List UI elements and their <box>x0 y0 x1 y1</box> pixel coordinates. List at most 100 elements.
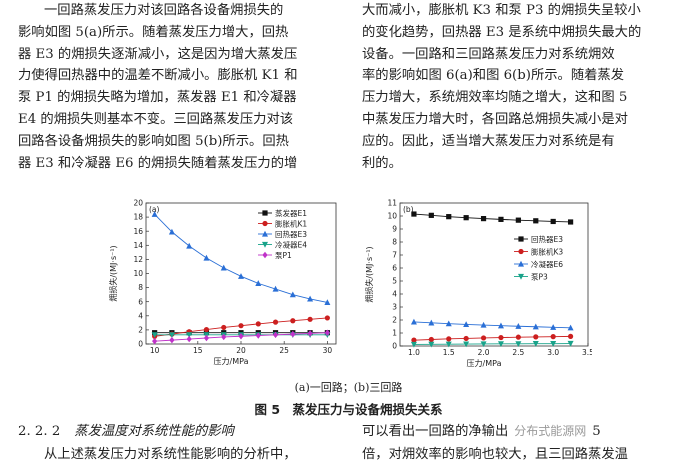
bottom-right-column: 可以看出一回路的净输出 分布式能源网 5 倍，对㶲效率的影响也较大，且三回路蒸发温 <box>362 420 692 466</box>
legend-label: 冷凝器E4 <box>275 239 307 249</box>
x-tick-label: 3.5 <box>582 348 592 357</box>
data-point <box>307 316 313 322</box>
legend-marker <box>262 210 268 216</box>
data-point <box>480 216 487 222</box>
data-point <box>168 228 175 235</box>
data-point <box>497 341 504 347</box>
y-tick-label: 8 <box>138 283 143 292</box>
y-tick-label: 4 <box>138 311 143 320</box>
data-point <box>290 330 296 338</box>
text-line: 大而减小，膨胀机 K3 和泵 P3 的㶲损失呈较小 <box>362 3 641 18</box>
series-line <box>413 343 571 345</box>
y-tick-label: 14 <box>133 241 143 250</box>
legend-label: 回热器E3 <box>275 229 307 239</box>
right-text-column: 大而减小，膨胀机 K3 和泵 P3 的㶲损失呈较小 的变化趋势，回热器 E3 是系… <box>362 0 684 174</box>
x-tick-label: 30 <box>323 346 333 355</box>
plot-frame <box>399 202 589 347</box>
y-tick-label: 3 <box>392 303 397 312</box>
figure-subcaption: (a)一回路；(b)三回路 <box>294 381 403 394</box>
data-point <box>428 341 435 348</box>
data-point <box>324 315 330 321</box>
section-heading: 2. 2. 2 蒸发温度对系统性能的影响 <box>18 420 348 443</box>
text-line: 泵 P1 的㶲损失略为增加，蒸发器 E1 和冷凝器 <box>18 90 297 106</box>
y-tick-label: 5 <box>392 277 397 286</box>
y-tick-label: 16 <box>133 227 143 236</box>
series-1: 膨胀机K1 <box>152 218 330 339</box>
data-point <box>428 336 434 343</box>
data-point <box>290 318 296 324</box>
y-tick-label: 6 <box>138 297 143 306</box>
data-point <box>186 335 192 343</box>
chart-b: 0 1 2 3 4 5 6 7 8 9 10 11 1.0 1.5 2.0 2.5 3.0 3.5 (b) 压力/MP… <box>364 199 592 368</box>
chart-a: 0 2 4 6 8 10 12 14 16 18 20 10 15 20 25 30 (a) 压力/MPa 㶲损失/… <box>108 199 337 366</box>
data-point <box>515 323 522 329</box>
data-point <box>480 335 487 341</box>
data-point <box>515 341 522 347</box>
section-title: 蒸发温度对系统性能的影响 <box>74 424 234 439</box>
y-tick-label: 2 <box>392 316 397 325</box>
data-point <box>480 321 487 328</box>
text-line: 器 E3 和冷凝器 E6 的㶲损失随着蒸发压力的增 <box>18 155 298 171</box>
series-2: 回热器E3 <box>151 211 331 306</box>
x-tick-label: 1.0 <box>408 348 420 357</box>
series-1: 膨胀机K3 <box>411 246 574 343</box>
series-2: 冷凝器E6 <box>410 259 574 331</box>
data-point <box>152 337 158 345</box>
data-point <box>411 337 417 343</box>
y-tick-label: 6 <box>392 264 397 273</box>
data-point <box>169 336 175 344</box>
data-point <box>272 285 279 292</box>
data-point <box>567 340 574 347</box>
data-point <box>272 331 279 339</box>
text-line: 回路各设备㶲损失的影响如图 5(b)所示。回热 <box>18 133 289 149</box>
y-axis-label: 㶲损失/(MJ·s⁻¹) <box>364 246 374 302</box>
data-point <box>203 326 210 333</box>
y-tick-label: 1 <box>392 329 397 338</box>
y-tick-label: 20 <box>133 199 143 208</box>
x-tick-label: 2.0 <box>478 348 490 357</box>
data-point <box>428 212 434 218</box>
data-point <box>307 295 314 302</box>
x-axis-label: 压力/MPa <box>467 358 502 368</box>
data-point <box>463 341 470 348</box>
data-point <box>463 321 470 328</box>
data-point <box>410 318 417 325</box>
data-point <box>151 332 158 339</box>
y-tick-label: 4 <box>392 290 397 299</box>
data-point <box>515 217 521 223</box>
legend-marker <box>518 273 524 280</box>
y-tick-label: 2 <box>138 326 143 335</box>
data-point <box>238 333 244 340</box>
text-line: 设备。一回路和三回路蒸发压力对系统㶲效 <box>362 46 615 62</box>
data-point <box>238 273 244 279</box>
x-axis-label: 压力/MPa <box>214 356 249 366</box>
bottom-right-line-1: 可以看出一回路的净输出 分布式能源网 5 <box>362 420 692 443</box>
legend-marker <box>262 241 268 248</box>
legend-marker <box>518 236 524 242</box>
data-point <box>428 319 435 326</box>
data-point <box>446 214 452 220</box>
section-number: 2. 2. 2 <box>18 424 61 439</box>
legend-marker <box>518 248 524 255</box>
panel-label: (b) <box>403 205 414 214</box>
data-point <box>533 218 539 224</box>
data-point <box>532 341 539 347</box>
y-tick-label: 18 <box>133 213 143 222</box>
data-point <box>446 336 452 342</box>
text-line: 利的。 <box>362 155 402 171</box>
bottom-right-line-1-tail: 5 <box>592 424 601 439</box>
x-tick-label: 20 <box>236 346 246 355</box>
bottom-left-line: 从上述蒸发压力对系统性能影响的分析中， <box>44 447 297 462</box>
series-4: 泵P1 <box>152 251 330 345</box>
y-tick-label: 0 <box>392 342 397 351</box>
data-point <box>445 320 452 327</box>
figure-caption: 图 5 蒸发压力与设备㶲损失关系 <box>254 402 443 417</box>
text-line: E4 的㶲损失则基本不变。三回路蒸发压力对该 <box>18 111 294 127</box>
series-line <box>413 213 571 223</box>
text-line: 器 E3 的㶲损失逐渐减小，这是因为增大蒸发压 <box>18 46 298 62</box>
legend-label: 回热器E3 <box>531 234 563 244</box>
data-point <box>151 211 158 217</box>
y-tick-label: 10 <box>387 212 397 221</box>
bottom-left-column: 2. 2. 2 蒸发温度对系统性能的影响 从上述蒸发压力对系统性能影响的分析中， <box>18 420 348 466</box>
text-line: 压力增大，系统㶲效率均随之增大，这和图 5 <box>362 90 628 106</box>
